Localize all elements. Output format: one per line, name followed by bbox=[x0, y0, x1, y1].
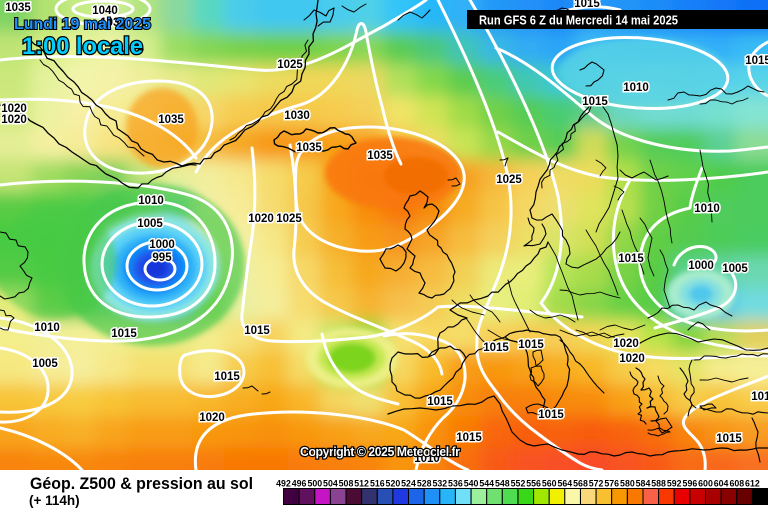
svg-text:995: 995 bbox=[152, 252, 172, 264]
svg-text:1:00 locale: 1:00 locale bbox=[22, 33, 143, 60]
svg-text:1010: 1010 bbox=[138, 195, 164, 207]
svg-text:584: 584 bbox=[636, 479, 651, 489]
svg-text:1005: 1005 bbox=[32, 358, 58, 370]
svg-text:1030: 1030 bbox=[284, 110, 310, 122]
svg-text:1005: 1005 bbox=[722, 263, 748, 275]
svg-text:1020: 1020 bbox=[248, 213, 274, 225]
svg-text:516: 516 bbox=[370, 479, 385, 489]
svg-text:1015: 1015 bbox=[582, 96, 608, 108]
svg-text:532: 532 bbox=[432, 479, 447, 489]
svg-text:1010: 1010 bbox=[623, 82, 649, 94]
svg-text:1015: 1015 bbox=[244, 325, 270, 337]
svg-text:(+ 114h): (+ 114h) bbox=[29, 493, 80, 508]
svg-text:592: 592 bbox=[667, 479, 682, 489]
svg-text:512: 512 bbox=[354, 479, 369, 489]
svg-text:608: 608 bbox=[729, 479, 744, 489]
svg-text:552: 552 bbox=[511, 479, 526, 489]
svg-text:1025: 1025 bbox=[496, 174, 522, 186]
svg-text:1020: 1020 bbox=[199, 412, 225, 424]
svg-text:612: 612 bbox=[745, 479, 760, 489]
svg-text:1005: 1005 bbox=[137, 218, 163, 230]
svg-text:500: 500 bbox=[307, 479, 322, 489]
svg-text:1020: 1020 bbox=[619, 353, 645, 365]
svg-text:572: 572 bbox=[589, 479, 604, 489]
svg-text:1015: 1015 bbox=[111, 328, 137, 340]
svg-text:588: 588 bbox=[651, 479, 666, 489]
svg-text:1015: 1015 bbox=[751, 391, 768, 403]
svg-text:1040: 1040 bbox=[92, 5, 118, 17]
svg-text:1025: 1025 bbox=[277, 59, 303, 71]
svg-text:1010: 1010 bbox=[34, 322, 60, 334]
svg-text:524: 524 bbox=[401, 479, 416, 489]
svg-text:564: 564 bbox=[557, 479, 572, 489]
svg-text:596: 596 bbox=[683, 479, 698, 489]
svg-text:544: 544 bbox=[479, 479, 494, 489]
svg-text:1015: 1015 bbox=[483, 342, 509, 354]
svg-text:1015: 1015 bbox=[716, 433, 742, 445]
svg-text:1015: 1015 bbox=[618, 253, 644, 265]
svg-text:1020: 1020 bbox=[1, 114, 27, 126]
svg-text:1015: 1015 bbox=[214, 371, 240, 383]
svg-text:Run GFS 6 Z du Mercredi 14 mai: Run GFS 6 Z du Mercredi 14 mai 2025 bbox=[479, 14, 678, 28]
svg-text:1035: 1035 bbox=[158, 114, 184, 126]
svg-text:Copyright © 2025 Meteociel.fr: Copyright © 2025 Meteociel.fr bbox=[300, 445, 460, 459]
svg-text:580: 580 bbox=[620, 479, 635, 489]
svg-text:508: 508 bbox=[339, 479, 354, 489]
svg-text:576: 576 bbox=[604, 479, 619, 489]
svg-text:568: 568 bbox=[573, 479, 588, 489]
svg-text:1020: 1020 bbox=[613, 338, 639, 350]
svg-text:1035: 1035 bbox=[5, 2, 31, 14]
svg-text:1025: 1025 bbox=[276, 213, 302, 225]
svg-text:496: 496 bbox=[292, 479, 307, 489]
svg-text:520: 520 bbox=[386, 479, 401, 489]
svg-text:1015: 1015 bbox=[745, 55, 768, 67]
svg-text:540: 540 bbox=[464, 479, 479, 489]
svg-text:1010: 1010 bbox=[414, 453, 440, 465]
svg-text:1015: 1015 bbox=[574, 0, 600, 10]
svg-text:536: 536 bbox=[448, 479, 463, 489]
svg-text:600: 600 bbox=[698, 479, 713, 489]
svg-text:1015: 1015 bbox=[456, 432, 482, 444]
svg-text:504: 504 bbox=[323, 479, 338, 489]
svg-text:492: 492 bbox=[276, 479, 291, 489]
svg-text:1000: 1000 bbox=[149, 239, 175, 251]
svg-text:560: 560 bbox=[542, 479, 557, 489]
svg-text:1035: 1035 bbox=[367, 150, 393, 162]
svg-text:Géop. Z500 & pression au sol: Géop. Z500 & pression au sol bbox=[30, 474, 253, 493]
svg-text:1000: 1000 bbox=[688, 260, 714, 272]
svg-text:1035: 1035 bbox=[100, 17, 126, 29]
svg-text:1020: 1020 bbox=[1, 103, 27, 115]
svg-text:Lundi 19 mai 2025: Lundi 19 mai 2025 bbox=[14, 16, 151, 33]
svg-text:1010: 1010 bbox=[694, 203, 720, 215]
svg-text:1015: 1015 bbox=[518, 339, 544, 351]
svg-text:604: 604 bbox=[714, 479, 729, 489]
svg-text:548: 548 bbox=[495, 479, 510, 489]
svg-text:1015: 1015 bbox=[427, 396, 453, 408]
svg-text:556: 556 bbox=[526, 479, 541, 489]
svg-text:1015: 1015 bbox=[538, 409, 564, 421]
svg-text:1035: 1035 bbox=[296, 142, 322, 154]
svg-text:528: 528 bbox=[417, 479, 432, 489]
